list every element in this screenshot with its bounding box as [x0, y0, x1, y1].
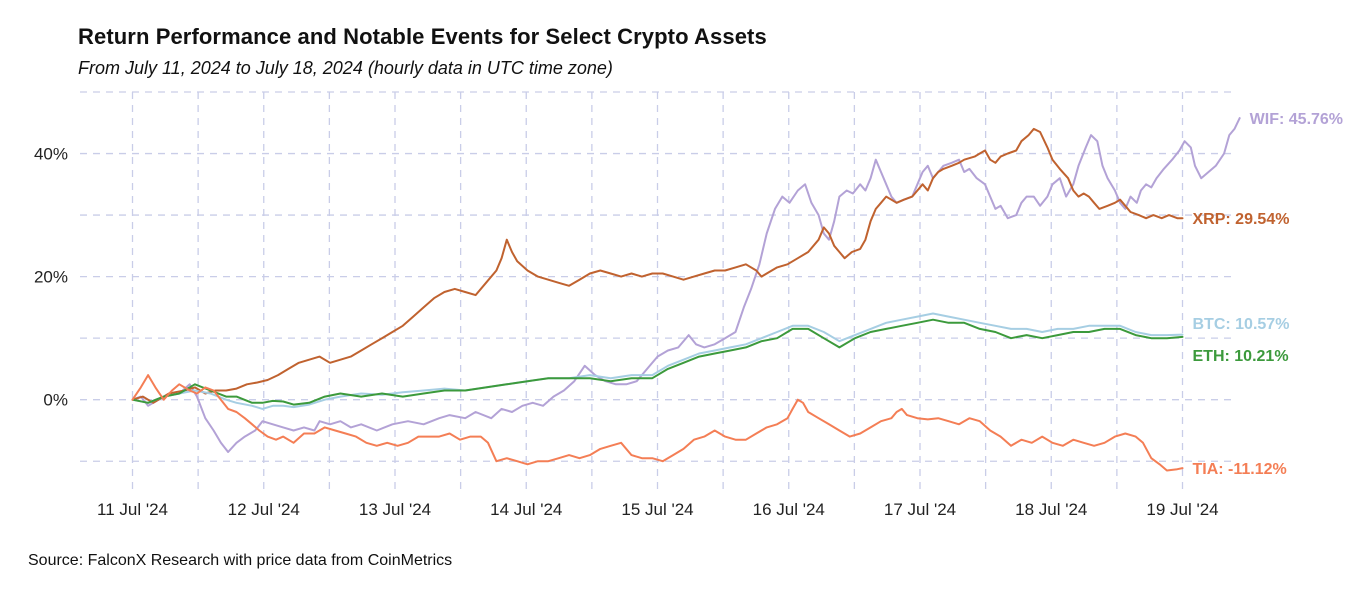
- x-tick-label: 14 Jul '24: [490, 500, 562, 519]
- series-line-btc: [131, 312, 1184, 410]
- series-label-btc: BTC: 10.57%: [1193, 316, 1290, 333]
- y-tick-label: 40%: [34, 145, 68, 164]
- series-label-wif: WIF: 45.76%: [1250, 111, 1343, 128]
- series-line-wif: [131, 117, 1241, 453]
- x-tick-label: 18 Jul '24: [1015, 500, 1087, 519]
- chart-subtitle: From July 11, 2024 to July 18, 2024 (hou…: [78, 58, 613, 78]
- x-tick-label: 19 Jul '24: [1146, 500, 1218, 519]
- chart-title: Return Performance and Notable Events fo…: [78, 24, 767, 49]
- x-tick-label: 17 Jul '24: [884, 500, 956, 519]
- x-tick-label: 12 Jul '24: [228, 500, 300, 519]
- source-caption: Source: FalconX Research with price data…: [28, 552, 453, 569]
- series-line-xrp: [131, 127, 1184, 404]
- x-tick-label: 11 Jul '24: [97, 500, 168, 519]
- y-tick-label: 0%: [43, 391, 68, 410]
- x-tick-label: 16 Jul '24: [753, 500, 825, 519]
- series-label-tia: TIA: -11.12%: [1193, 461, 1287, 478]
- x-tick-label: 15 Jul '24: [621, 500, 693, 519]
- series-line-eth: [131, 318, 1184, 406]
- series-label-xrp: XRP: 29.54%: [1193, 211, 1290, 228]
- series-line-tia: [131, 374, 1184, 472]
- series-label-eth: ETH: 10.21%: [1193, 348, 1289, 365]
- x-tick-label: 13 Jul '24: [359, 500, 431, 519]
- y-tick-label: 20%: [34, 268, 68, 287]
